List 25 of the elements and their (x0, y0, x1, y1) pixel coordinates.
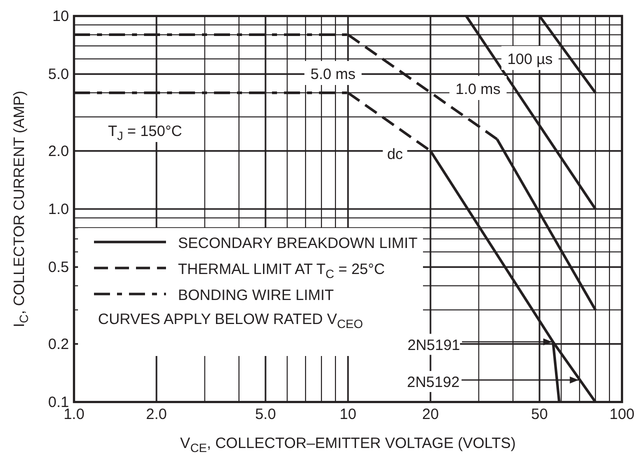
annotation: 2N5192 (407, 374, 460, 392)
y-tick-label: 5.0 (48, 66, 69, 84)
annotation: CURVES APPLY BELOW RATED V$_{CEO}$ (98, 311, 363, 331)
x-tick-label: 20 (422, 406, 439, 423)
x-tick-label: 1.0 (64, 406, 84, 423)
annotation: 100 µs (507, 51, 553, 68)
annotation: T$_{J}$ = 150°C (108, 123, 182, 143)
legend-label: SECONDARY BREAKDOWN LIMIT (178, 235, 418, 252)
y-tick-label: 10 (52, 8, 69, 25)
legend-label: THERMAL LIMIT AT T$_{C}$ = 25°C (178, 261, 385, 281)
annotation: 5.0 ms (310, 66, 356, 83)
x-tick-label: 50 (531, 406, 548, 423)
x-tick-label: 5.0 (255, 406, 276, 423)
x-axis-title: V$_{CE}$, COLLECTOR–EMITTER VOLTAGE (VOLTS) (180, 435, 516, 455)
annotation: dc (387, 146, 404, 163)
y-tick-label: 0.2 (48, 336, 69, 353)
y-tick-label: 2.0 (48, 142, 69, 160)
legend-label: BONDING WIRE LIMIT (178, 287, 334, 304)
y-tick-label: 1.0 (48, 201, 69, 218)
x-tick-label: 10 (340, 406, 356, 423)
x-tick-label: 2.0 (146, 406, 167, 423)
annotation: 2N5191 (407, 336, 460, 354)
x-tick-label: 100 (609, 406, 635, 423)
annotation: 1.0 ms (455, 81, 501, 98)
y-tick-label: 0.5 (48, 259, 69, 276)
